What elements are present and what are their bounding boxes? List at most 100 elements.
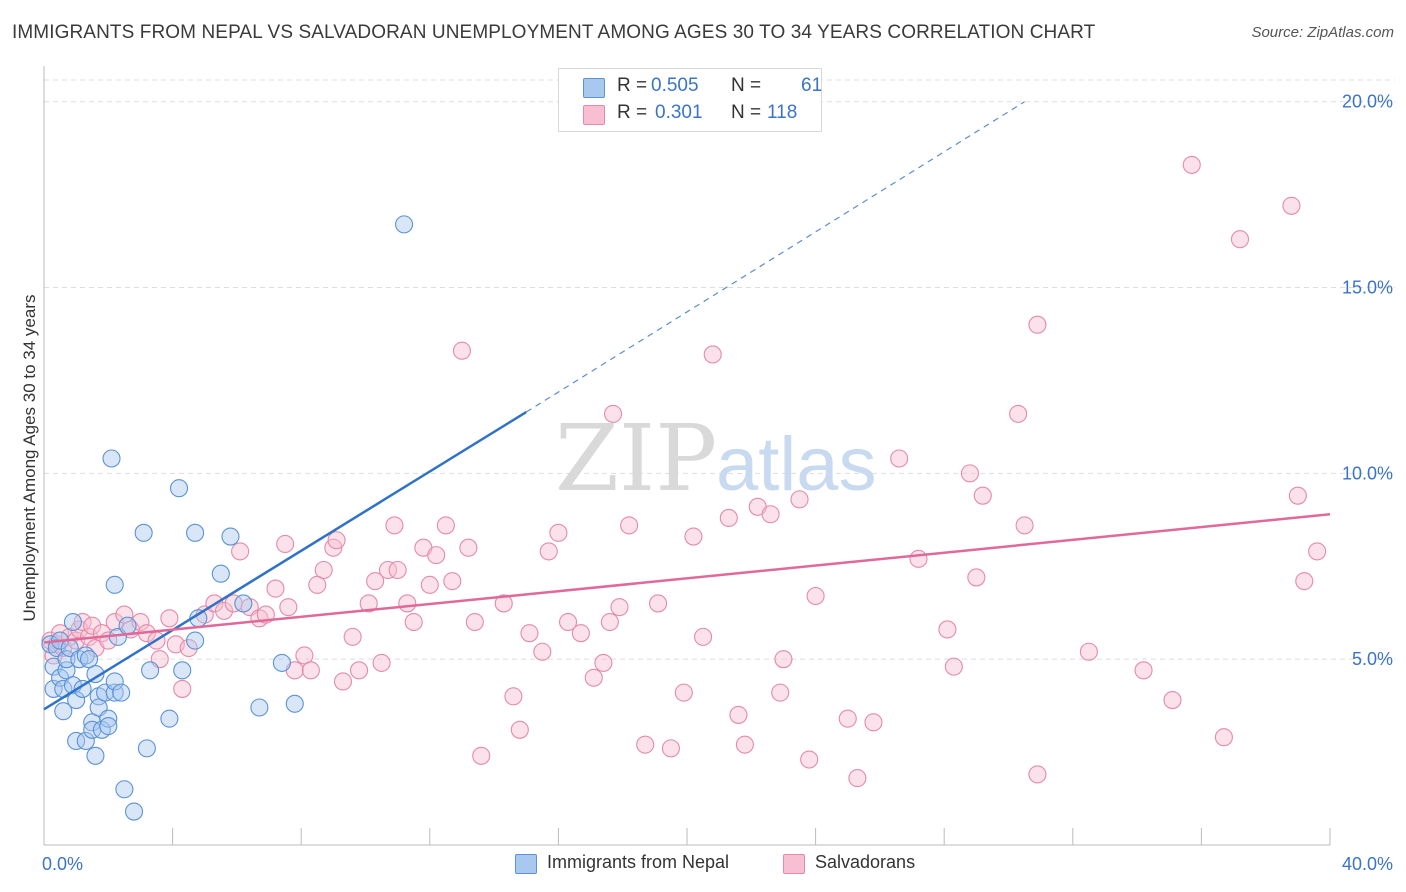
- salvadorans-point: [1230, 230, 1250, 249]
- salvadorans-point: [604, 404, 623, 423]
- nepal-point: [44, 679, 63, 698]
- nepal-point: [112, 683, 131, 702]
- salvadorans-point: [684, 527, 703, 546]
- nepal-point: [99, 717, 118, 736]
- salvadorans-point: [909, 549, 928, 568]
- salvadorans-point: [359, 594, 378, 613]
- salvadorans-point: [436, 516, 455, 535]
- salvadorans-point: [301, 661, 320, 680]
- nepal-points: [41, 215, 414, 821]
- legend-n-label: N =: [731, 102, 762, 123]
- legend-r-value: 0.301: [655, 102, 703, 123]
- salvadorans-point: [314, 560, 333, 580]
- salvadorans-point: [1028, 315, 1047, 334]
- nepal-point: [105, 672, 124, 691]
- nepal-point: [169, 479, 189, 498]
- salvadorans-point: [610, 598, 629, 617]
- salvadorans-point: [266, 579, 285, 598]
- nepal-point: [160, 709, 179, 728]
- salvadorans-point: [1028, 765, 1047, 784]
- salvadorans-point: [398, 594, 417, 613]
- nepal-point: [99, 709, 118, 728]
- legend-r-label: R =: [617, 75, 648, 96]
- nepal-point: [285, 694, 304, 713]
- salvadorans-point: [800, 750, 819, 769]
- salvadorans-point: [420, 575, 439, 594]
- salvadorans-point: [539, 542, 558, 561]
- tick-labels: 5.0% 10.0% 15.0% 20.0% 0.0% 40.0%: [42, 92, 1393, 874]
- salvadorans-point: [533, 642, 552, 661]
- salvadorans-point: [1295, 572, 1314, 591]
- nepal-point: [57, 650, 76, 669]
- legend-swatch-salvadorans: [583, 105, 605, 125]
- x-tick-label: 40.0%: [1342, 854, 1393, 874]
- trend-lines: [43, 101, 1331, 711]
- y-tick-label: 5.0%: [1352, 649, 1393, 669]
- salvadorans-point: [960, 464, 979, 483]
- salvadorans-point: [636, 735, 655, 754]
- salvadorans-point: [600, 612, 619, 632]
- salvadorans-point: [372, 653, 391, 672]
- salvadorans-point: [173, 679, 192, 698]
- salvadorans-point: [864, 713, 883, 732]
- nepal-point: [211, 564, 230, 583]
- salvadorans-point: [427, 546, 446, 565]
- bottom-legend-swatch-salvadorans: [783, 854, 805, 874]
- salvadorans-point: [649, 594, 668, 613]
- nepal-point: [272, 653, 291, 672]
- x-tick-label: 0.0%: [42, 854, 83, 874]
- nepal-point: [54, 702, 73, 721]
- salvadorans-point: [549, 523, 568, 542]
- salvadorans-point: [350, 661, 369, 680]
- nepal-point: [250, 698, 269, 717]
- salvadorans-point: [1282, 196, 1301, 215]
- salvadorans-point: [472, 746, 491, 765]
- salvadorans-point: [1288, 486, 1307, 505]
- legend-n-value: 118: [767, 102, 798, 123]
- nepal-point: [86, 746, 105, 765]
- nepal-trend-extension: [525, 101, 1025, 413]
- salvadorans-point: [571, 624, 590, 643]
- salvadorans-point: [558, 612, 578, 632]
- nepal-point: [115, 780, 134, 799]
- salvadorans-point: [231, 542, 250, 561]
- salvadorans-point: [452, 341, 472, 360]
- axes: [43, 66, 1331, 846]
- salvadorans-point: [504, 687, 523, 706]
- bottom-legend-label-salvadorans: Salvadorans: [815, 852, 916, 872]
- salvadorans-point: [1079, 642, 1098, 661]
- nepal-point: [105, 575, 124, 594]
- salvadorans-point: [584, 668, 603, 687]
- legend-r-label: R =: [617, 102, 648, 123]
- salvadorans-point: [729, 705, 748, 724]
- nepal-point: [134, 523, 153, 542]
- nepal-point: [76, 731, 95, 750]
- nepal-point: [221, 527, 240, 546]
- bottom-legend-swatch-nepal: [515, 854, 537, 874]
- nepal-point: [234, 594, 253, 613]
- salvadorans-point: [385, 516, 404, 535]
- watermark-zip: ZIP: [555, 405, 717, 512]
- watermark: ZIP atlas: [555, 405, 877, 512]
- legend-n-label: N =: [731, 75, 762, 96]
- nepal-point: [395, 215, 414, 234]
- salvadorans-point: [967, 568, 986, 587]
- nepal-point: [73, 679, 92, 698]
- salvadorans-point: [594, 653, 613, 672]
- salvadorans-trend-line: [43, 513, 1331, 644]
- nepal-point: [67, 731, 86, 750]
- legend-r-value: 0.505: [651, 75, 699, 96]
- salvadorans-point: [179, 638, 198, 658]
- salvadorans-point: [276, 534, 295, 554]
- salvadorans-point: [661, 739, 680, 758]
- legend-n-value: 61: [801, 75, 823, 96]
- nepal-point: [173, 661, 192, 680]
- salvadorans-point: [459, 538, 478, 557]
- salvadorans-point: [443, 572, 462, 591]
- salvadorans-points: [41, 155, 1327, 788]
- nepal-point: [186, 523, 205, 542]
- nepal-point: [186, 631, 205, 650]
- salvadorans-point: [378, 560, 398, 580]
- salvadorans-point: [838, 709, 857, 728]
